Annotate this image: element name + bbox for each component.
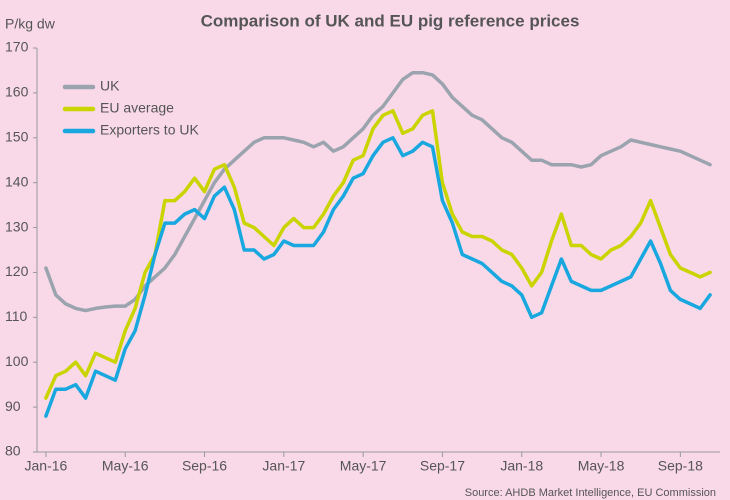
series-line: [44, 136, 712, 418]
series-line: [44, 70, 712, 313]
y-tick-label: 110: [5, 308, 28, 324]
y-tick-label: 160: [5, 84, 29, 100]
chart-title: Comparison of UK and EU pig reference pr…: [201, 11, 580, 30]
legend-label: Exporters to UK: [100, 122, 199, 138]
x-tick-label: Jan-17: [262, 458, 305, 474]
y-tick-label: 120: [5, 263, 29, 279]
y-tick-label: 170: [5, 39, 29, 55]
x-tick-label: May-17: [340, 458, 387, 474]
x-tick-label: May-16: [102, 458, 149, 474]
y-tick-label: 150: [5, 128, 29, 144]
x-tick-label: Sep-18: [658, 458, 703, 474]
x-tick-label: Jan-18: [500, 458, 543, 474]
x-tick-label: Jan-16: [25, 458, 68, 474]
source-note: Source: AHDB Market Intelligence, EU Com…: [465, 487, 716, 499]
y-tick-label: 90: [5, 398, 21, 414]
legend-label: EU average: [100, 100, 174, 116]
y-tick-label: 130: [5, 218, 29, 234]
x-tick-label: Sep-17: [420, 458, 465, 474]
x-tick-label: Sep-16: [182, 458, 227, 474]
x-tick-label: May-18: [578, 458, 625, 474]
legend-label: UK: [100, 78, 120, 94]
y-tick-label: 140: [5, 173, 29, 189]
y-axis-label: P/kg dw: [5, 16, 56, 32]
y-tick-label: 100: [5, 353, 29, 369]
y-tick-label: 80: [5, 443, 21, 459]
